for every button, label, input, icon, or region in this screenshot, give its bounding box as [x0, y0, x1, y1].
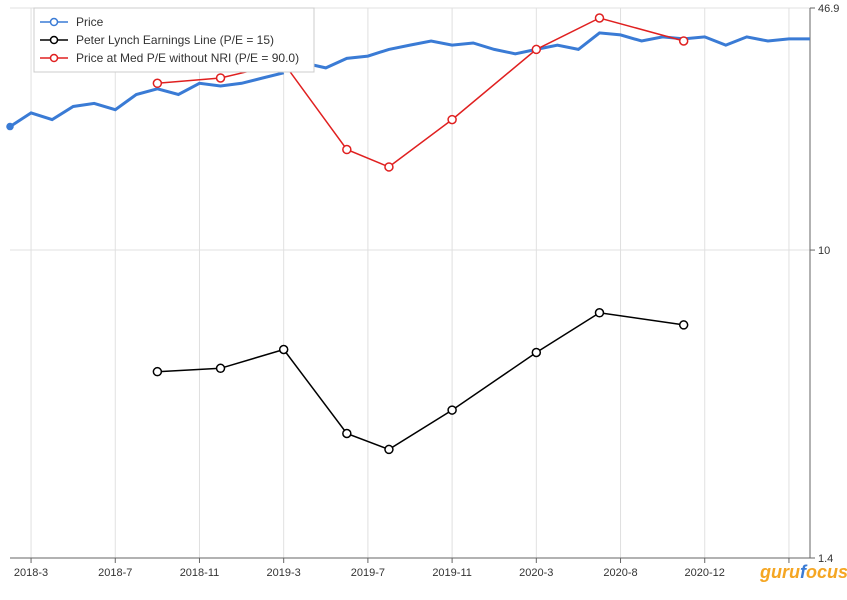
marker-MedPE	[532, 45, 540, 53]
legend-marker	[51, 19, 58, 26]
marker-MedPE	[153, 79, 161, 87]
legend-label: Peter Lynch Earnings Line (P/E = 15)	[76, 33, 274, 47]
marker-MedPE	[680, 37, 688, 45]
marker-MedPE	[595, 14, 603, 22]
x-tick-label: 2020-12	[685, 567, 725, 579]
marker-MedPE	[385, 163, 393, 171]
x-tick-label: 2019-3	[267, 567, 301, 579]
legend-marker	[51, 55, 58, 62]
marker-MedPE	[343, 146, 351, 154]
marker-LynchLine	[280, 345, 288, 353]
price-chart: 2018-3 2018-7 2018-11 2019-3 2019-7 2019-11 20…	[0, 0, 847, 600]
marker-LynchLine	[448, 406, 456, 414]
marker-LynchLine	[680, 321, 688, 329]
legend-marker	[51, 37, 58, 44]
legend-label: Price at Med P/E without NRI (P/E = 90.0…	[76, 51, 299, 65]
x-tick-label: 2020-3	[519, 567, 553, 579]
chart-svg: 2018-3 2018-7 2018-11 2019-3 2019-7 2019-11 20…	[0, 0, 847, 600]
marker-LynchLine	[343, 429, 351, 437]
y-tick-label: 10	[818, 245, 830, 257]
marker-LynchLine	[385, 445, 393, 453]
y-tick-label: 46.9	[818, 3, 839, 15]
marker-LynchLine	[532, 348, 540, 356]
marker-Price	[7, 124, 13, 130]
marker-LynchLine	[217, 364, 225, 372]
marker-LynchLine	[153, 368, 161, 376]
x-tick-label: 2018-7	[98, 567, 132, 579]
legend-label: Price	[76, 15, 104, 29]
marker-MedPE	[217, 74, 225, 82]
marker-MedPE	[448, 116, 456, 124]
x-tick-label: 2019-11	[432, 567, 472, 579]
marker-LynchLine	[595, 309, 603, 317]
x-tick-label: 2019-7	[351, 567, 385, 579]
x-tick-label: 2020-8	[603, 567, 637, 579]
x-tick-label: 2018-3	[14, 567, 48, 579]
x-tick-label: 2018-11	[180, 567, 220, 579]
gurufocus-logo: gurufocus	[759, 562, 847, 582]
